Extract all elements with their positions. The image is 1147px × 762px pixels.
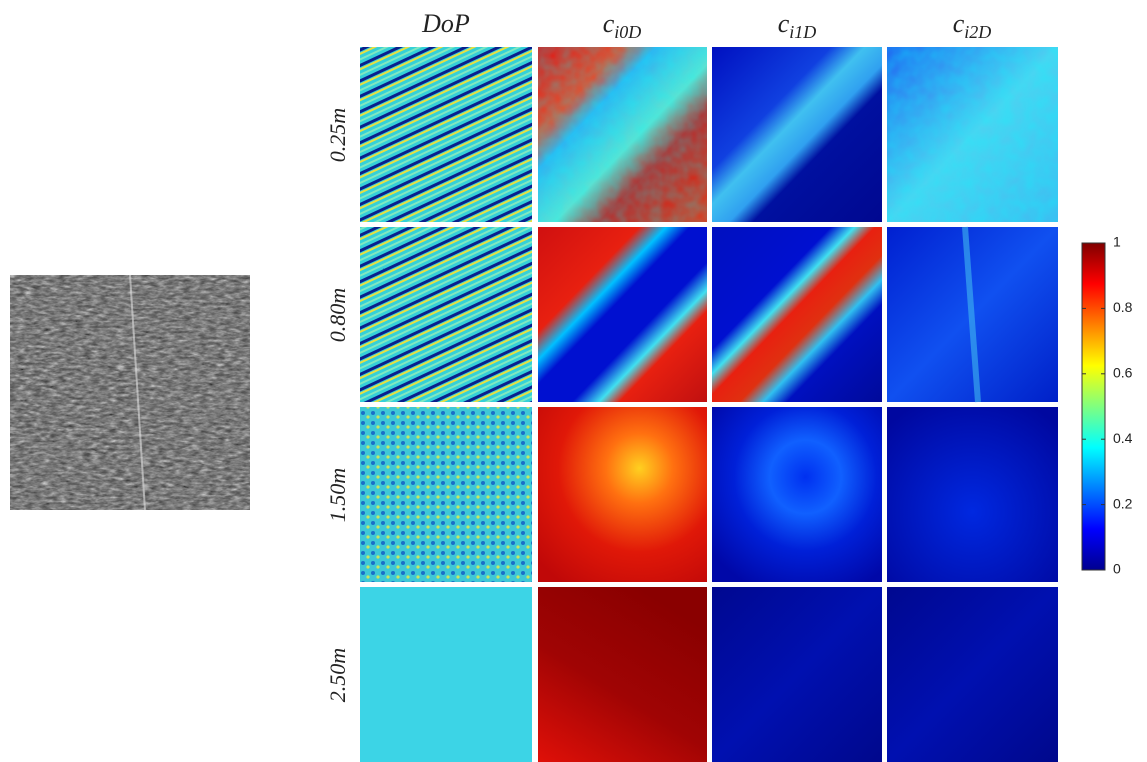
map-cell bbox=[712, 407, 882, 582]
map-feature bbox=[962, 226, 981, 403]
map-cell bbox=[887, 407, 1058, 582]
column-header: DoP bbox=[421, 9, 470, 38]
row-label: 0.80m bbox=[325, 288, 350, 342]
map-cell bbox=[538, 587, 707, 762]
row-label: 1.50m bbox=[325, 468, 350, 522]
source-image bbox=[10, 274, 250, 511]
map-cell bbox=[712, 47, 882, 222]
header-symbol: c bbox=[953, 9, 965, 38]
map-cell bbox=[360, 407, 532, 582]
map-texture bbox=[887, 47, 1058, 222]
colorbar-ticks: 0 0.2 0.4 0.6 0.8 1 bbox=[1082, 234, 1133, 577]
header-symbol: c bbox=[603, 9, 615, 38]
map-cell bbox=[712, 227, 882, 402]
map-cell bbox=[360, 587, 532, 762]
colorbar-tick-label: 0.4 bbox=[1113, 430, 1133, 446]
map-cell bbox=[360, 47, 532, 222]
colorbar-tick-label: 0.8 bbox=[1113, 299, 1133, 315]
map-cell bbox=[712, 587, 882, 762]
map-cell bbox=[538, 407, 707, 582]
image-grid bbox=[360, 47, 1058, 762]
column-header: ci0D bbox=[603, 9, 642, 42]
map-cell bbox=[360, 227, 532, 402]
colorbar bbox=[1081, 242, 1106, 571]
map-cell bbox=[538, 227, 707, 402]
column-header: ci1D bbox=[778, 9, 817, 42]
colorbar-tick-label: 0 bbox=[1113, 561, 1121, 577]
row-label: 2.50m bbox=[325, 648, 350, 702]
header-symbol: c bbox=[778, 9, 790, 38]
header-subscript: i1D bbox=[789, 22, 816, 42]
row-label: 0.25m bbox=[325, 108, 350, 162]
colorbar-tick-label: 0.6 bbox=[1113, 365, 1133, 381]
colorbar-tick-label: 0.2 bbox=[1113, 495, 1133, 511]
header-subscript: i2D bbox=[964, 22, 991, 42]
column-header: ci2D bbox=[953, 9, 992, 42]
map-texture bbox=[538, 47, 707, 222]
map-cell bbox=[887, 587, 1058, 762]
header-subscript: i0D bbox=[614, 22, 641, 42]
colorbar-tick-label: 1 bbox=[1113, 234, 1121, 250]
